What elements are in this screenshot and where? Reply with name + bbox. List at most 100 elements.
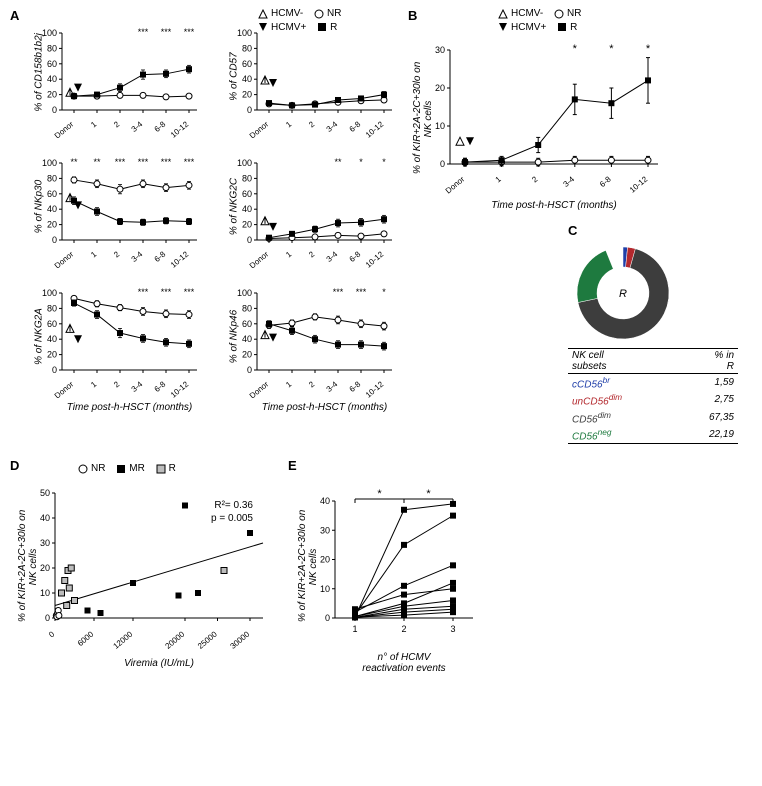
svg-text:3-4: 3-4 <box>130 379 145 394</box>
panel-a-chart-cd158b1b2j: 020406080100Donor123-46-810-12*********%… <box>28 23 203 138</box>
svg-text:0: 0 <box>52 365 57 375</box>
svg-text:2: 2 <box>401 624 406 634</box>
svg-text:3-4: 3-4 <box>325 379 340 394</box>
svg-text:0: 0 <box>52 235 57 245</box>
legend-hcmv-neg-label: HCMV- <box>271 8 303 19</box>
panel-b-legend: HCMV- NR HCMV+ R <box>498 8 589 35</box>
svg-text:2: 2 <box>307 379 317 389</box>
svg-text:40: 40 <box>242 334 252 344</box>
svg-text:6-8: 6-8 <box>348 119 363 134</box>
svg-text:20000: 20000 <box>163 629 186 651</box>
panel-b-chart: 0102030Donor123-46-810-12***% of KIR+2A-… <box>408 38 668 198</box>
svg-text:***: *** <box>333 287 344 297</box>
svg-text:30: 30 <box>435 45 445 55</box>
panel-d-scatter: 010203040500600012000200002500030000R²= … <box>13 483 273 658</box>
svg-text:Donor: Donor <box>248 119 271 138</box>
svg-text:6-8: 6-8 <box>348 249 363 264</box>
svg-text:3: 3 <box>450 624 455 634</box>
svg-text:1: 1 <box>494 174 504 184</box>
svg-text:***: *** <box>138 287 149 297</box>
svg-text:60: 60 <box>242 59 252 69</box>
svg-text:p = 0.005: p = 0.005 <box>211 513 253 524</box>
svg-text:**: ** <box>93 157 101 167</box>
svg-text:***: *** <box>356 287 367 297</box>
svg-text:2: 2 <box>530 174 540 184</box>
panel-a-chart-cd57: 020406080100Donor123-46-810-12% of CD57 <box>223 23 398 138</box>
panel-a-chart-nkg2a: 020406080100Donor123-46-810-12*********%… <box>28 283 203 398</box>
svg-text:*: * <box>382 287 386 297</box>
legend-hcmv-neg: HCMV- <box>258 8 303 19</box>
svg-text:10-12: 10-12 <box>364 379 386 398</box>
svg-text:3-4: 3-4 <box>130 249 145 264</box>
svg-text:Donor: Donor <box>248 379 271 398</box>
svg-text:60: 60 <box>242 319 252 329</box>
svg-text:20: 20 <box>242 90 252 100</box>
svg-text:*: * <box>426 488 431 500</box>
svg-text:20: 20 <box>320 555 330 565</box>
svg-text:0: 0 <box>247 365 252 375</box>
svg-text:10-12: 10-12 <box>169 119 191 138</box>
svg-text:60: 60 <box>242 189 252 199</box>
svg-text:0: 0 <box>47 629 57 639</box>
svg-text:**: ** <box>70 157 78 167</box>
svg-text:0: 0 <box>45 613 50 623</box>
svg-text:Donor: Donor <box>53 249 76 268</box>
svg-text:100: 100 <box>237 288 252 298</box>
svg-text:20: 20 <box>40 563 50 573</box>
svg-text:6-8: 6-8 <box>598 174 613 189</box>
svg-text:3-4: 3-4 <box>325 249 340 264</box>
svg-text:20: 20 <box>242 220 252 230</box>
svg-text:40: 40 <box>242 74 252 84</box>
svg-text:6-8: 6-8 <box>348 379 363 394</box>
svg-text:1: 1 <box>89 379 99 389</box>
svg-text:10: 10 <box>40 588 50 598</box>
panel-a-label: A <box>10 8 19 23</box>
svg-text:0: 0 <box>440 159 445 169</box>
svg-text:20: 20 <box>47 350 57 360</box>
svg-text:6-8: 6-8 <box>153 379 168 394</box>
svg-text:25000: 25000 <box>196 629 219 651</box>
panel-c-label: C <box>568 223 577 238</box>
svg-text:Donor: Donor <box>53 119 76 138</box>
svg-text:*: * <box>377 488 382 500</box>
svg-text:***: *** <box>138 27 149 37</box>
svg-text:R: R <box>619 288 627 300</box>
svg-text:80: 80 <box>242 173 252 183</box>
svg-text:60: 60 <box>47 189 57 199</box>
svg-text:***: *** <box>184 287 195 297</box>
panel-a-chart-nkg2c: 020406080100Donor123-46-810-12****% of N… <box>223 153 398 268</box>
svg-text:2: 2 <box>112 249 122 259</box>
svg-text:40: 40 <box>47 74 57 84</box>
svg-text:2: 2 <box>307 249 317 259</box>
svg-text:*: * <box>609 43 614 55</box>
legend-nr: NR <box>314 8 341 19</box>
svg-text:***: *** <box>184 157 195 167</box>
svg-text:100: 100 <box>237 158 252 168</box>
svg-text:*: * <box>359 157 363 167</box>
svg-text:10-12: 10-12 <box>628 174 650 194</box>
svg-text:Donor: Donor <box>248 249 271 268</box>
svg-text:20: 20 <box>435 83 445 93</box>
svg-text:3-4: 3-4 <box>325 119 340 134</box>
svg-text:2: 2 <box>112 379 122 389</box>
panel-e-label: E <box>288 458 297 473</box>
svg-text:1: 1 <box>284 249 294 259</box>
svg-text:6000: 6000 <box>76 629 96 648</box>
svg-text:**: ** <box>334 157 342 167</box>
svg-text:1: 1 <box>284 379 294 389</box>
svg-text:2: 2 <box>112 119 122 129</box>
svg-text:80: 80 <box>47 303 57 313</box>
svg-text:50: 50 <box>40 488 50 498</box>
svg-text:Donor: Donor <box>53 379 76 398</box>
svg-text:0: 0 <box>325 613 330 623</box>
svg-text:40: 40 <box>47 334 57 344</box>
svg-text:100: 100 <box>42 158 57 168</box>
svg-text:***: *** <box>138 157 149 167</box>
legend-nr-label: NR <box>327 8 341 19</box>
svg-text:*: * <box>382 157 386 167</box>
panel-a-chart-nkp30: 020406080100Donor123-46-810-12**********… <box>28 153 203 268</box>
svg-text:30: 30 <box>320 525 330 535</box>
svg-text:0: 0 <box>52 105 57 115</box>
svg-text:80: 80 <box>47 173 57 183</box>
svg-text:*: * <box>573 43 578 55</box>
